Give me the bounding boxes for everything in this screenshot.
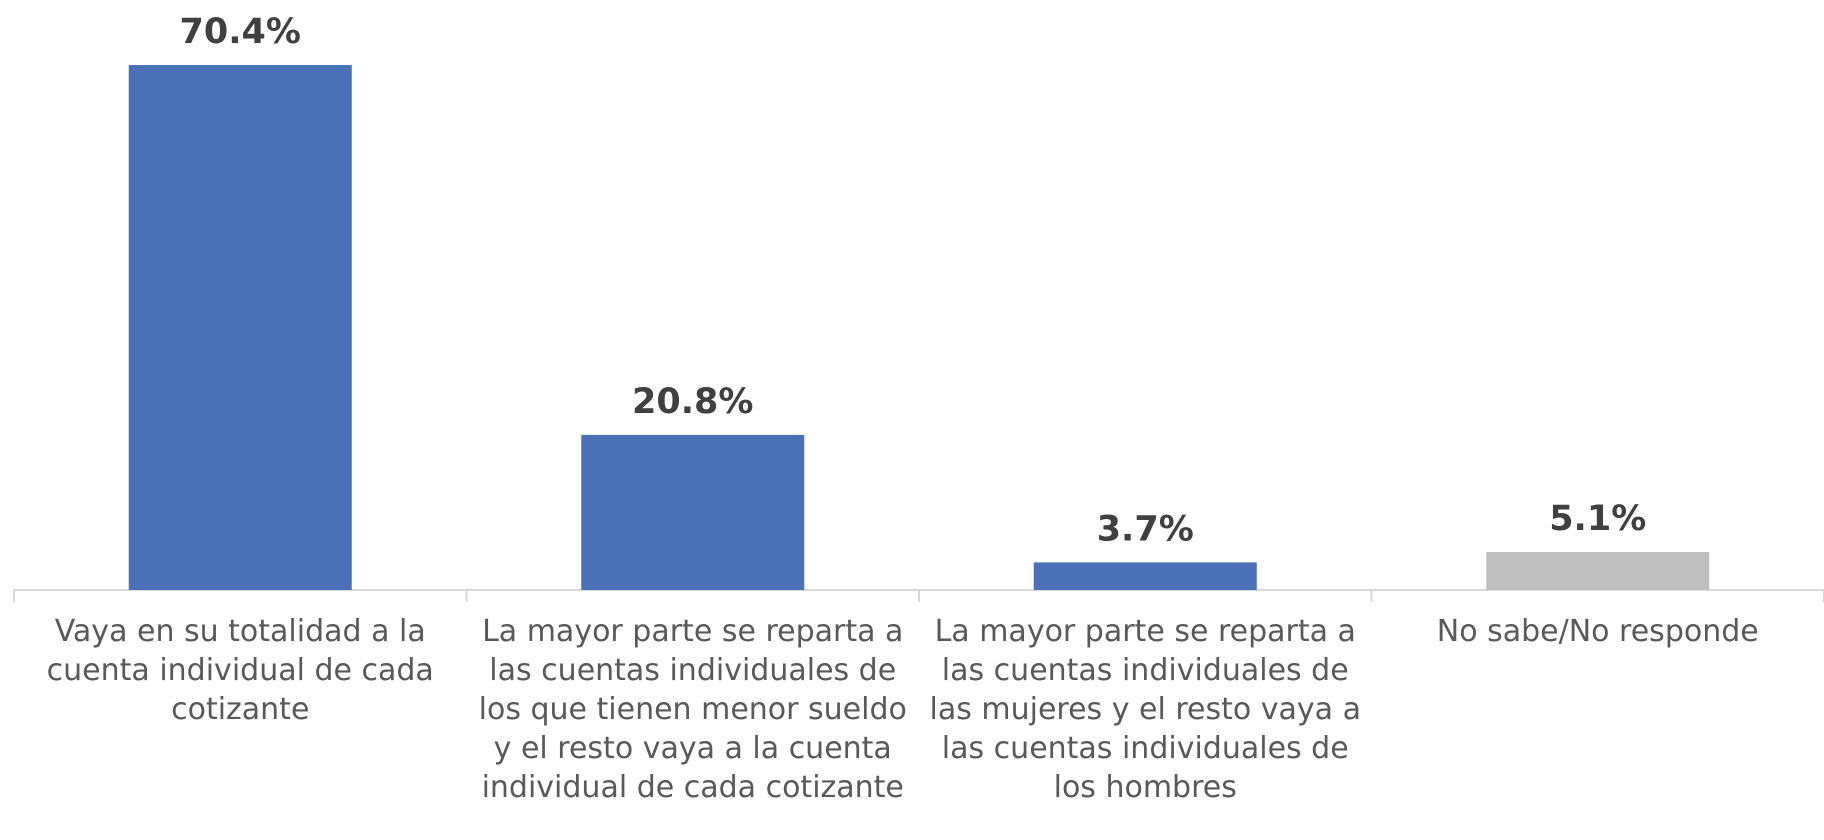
data-label: 5.1% [1549, 499, 1646, 539]
data-label: 3.7% [1097, 509, 1194, 549]
data-label: 20.8% [632, 382, 753, 422]
bar [1486, 551, 1710, 590]
x-tick-label: La mayor parte se reparta a las cuentas … [929, 614, 1361, 805]
x-tick-label: No sabe/No responde [1436, 614, 1759, 649]
bar [128, 65, 352, 590]
bar [1033, 562, 1257, 590]
bar [581, 434, 805, 590]
x-tick-label: La mayor parte se reparta a las cuentas … [478, 614, 907, 805]
data-label: 70.4% [180, 12, 301, 52]
x-tick-label: Vaya en su totalidad a la cuenta individ… [46, 614, 434, 727]
